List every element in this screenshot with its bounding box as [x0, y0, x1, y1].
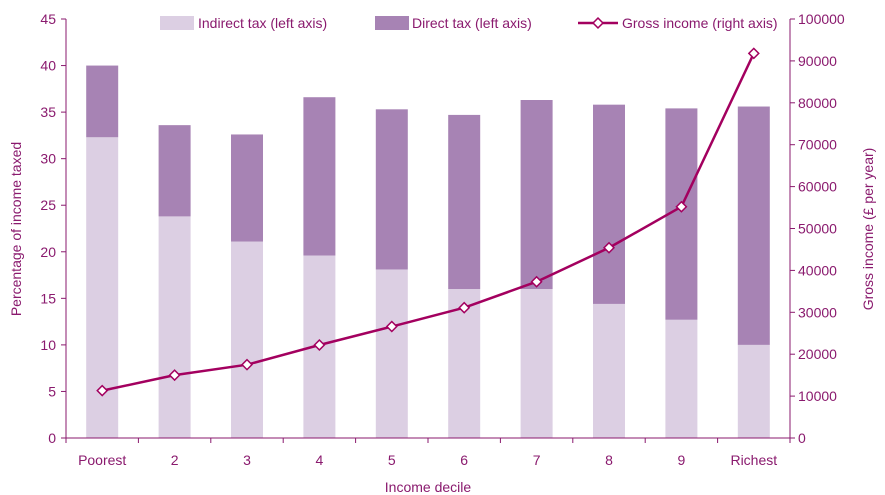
bar-direct-tax: [303, 97, 336, 256]
y-left-tick-label: 5: [48, 383, 56, 399]
gross-income-point: [96, 384, 109, 397]
y-left-tick-label: 30: [40, 151, 56, 167]
legend-swatch-direct-tax: [375, 16, 409, 30]
x-tick-label: 8: [605, 452, 613, 468]
line-layer: [96, 47, 760, 397]
bar-direct-tax: [231, 134, 263, 242]
legend-label-gross-income: Gross income (right axis): [622, 15, 778, 31]
bar-direct-tax: [737, 106, 770, 345]
x-tick-label: 2: [171, 452, 179, 468]
y-left-tick-label: 25: [40, 197, 56, 213]
y-left-tick-label: 45: [40, 11, 56, 27]
x-tick-label: Richest: [730, 452, 777, 468]
y-right-tick-label: 100000: [798, 11, 845, 27]
gross-income-point: [458, 301, 471, 314]
y-right-tick-label: 40000: [798, 262, 837, 278]
x-tick-label: 7: [533, 452, 541, 468]
y-right-tick-label: 70000: [798, 137, 837, 153]
y-left-tick-label: 40: [40, 58, 56, 74]
gross-income-point: [602, 241, 616, 254]
y-left-tick-label: 10: [40, 337, 56, 353]
axes-layer: 0510152025303540450100002000030000400005…: [40, 11, 845, 468]
y-right-tick-label: 50000: [798, 221, 837, 237]
x-tick-label: 3: [243, 452, 251, 468]
gross-income-point: [747, 47, 760, 60]
y-right-tick-label: 10000: [798, 388, 837, 404]
legend-marker-gross-income: [591, 16, 605, 30]
y-right-tick-label: 30000: [798, 304, 837, 320]
x-tick-label: 6: [460, 452, 468, 468]
bars-layer: [86, 65, 770, 439]
bar-indirect-tax: [665, 319, 698, 438]
bar-indirect-tax: [737, 344, 770, 438]
y-axis-left-title: Percentage of income taxed: [8, 142, 24, 316]
chart-legend: Indirect tax (left axis) Direct tax (lef…: [160, 15, 778, 31]
gross-income-line: [101, 52, 755, 392]
legend-swatch-indirect-tax: [160, 16, 194, 30]
y-left-tick-label: 35: [40, 104, 56, 120]
bar-indirect-tax: [158, 216, 191, 438]
y-left-tick-label: 15: [40, 290, 56, 306]
legend-label-direct-tax: Direct tax (left axis): [412, 15, 532, 31]
bar-direct-tax: [375, 109, 408, 270]
bar-direct-tax: [520, 100, 553, 290]
y-right-tick-label: 80000: [798, 95, 837, 111]
x-tick-label: 5: [388, 452, 396, 468]
y-right-tick-label: 90000: [798, 53, 837, 69]
bar-indirect-tax: [231, 241, 263, 438]
gross-income-point: [240, 358, 254, 371]
bar-direct-tax: [448, 114, 481, 290]
y-left-tick-label: 20: [40, 244, 56, 260]
x-tick-label: 4: [316, 452, 324, 468]
y-right-tick-label: 60000: [798, 179, 837, 195]
legend-label-indirect-tax: Indirect tax (left axis): [198, 15, 327, 31]
y-left-tick-label: 0: [48, 430, 56, 446]
y-right-tick-label: 20000: [798, 346, 837, 362]
gross-income-point: [385, 320, 398, 333]
gross-income-point: [675, 200, 688, 213]
bar-direct-tax: [593, 104, 625, 304]
y-right-tick-label: 0: [798, 430, 806, 446]
x-axis-title: Income decile: [385, 479, 472, 495]
bar-direct-tax: [158, 125, 191, 217]
bar-indirect-tax: [448, 289, 481, 438]
bar-indirect-tax: [375, 269, 408, 438]
y-axis-right-title: Gross income (£ per year): [860, 148, 876, 311]
bar-direct-tax: [86, 65, 119, 138]
x-tick-label: 9: [678, 452, 686, 468]
bar-indirect-tax: [520, 289, 553, 438]
gross-income-point: [313, 338, 326, 351]
x-tick-label: Poorest: [78, 452, 126, 468]
gross-income-point: [530, 275, 543, 288]
bar-indirect-tax: [593, 303, 625, 438]
gross-income-point: [168, 369, 181, 382]
